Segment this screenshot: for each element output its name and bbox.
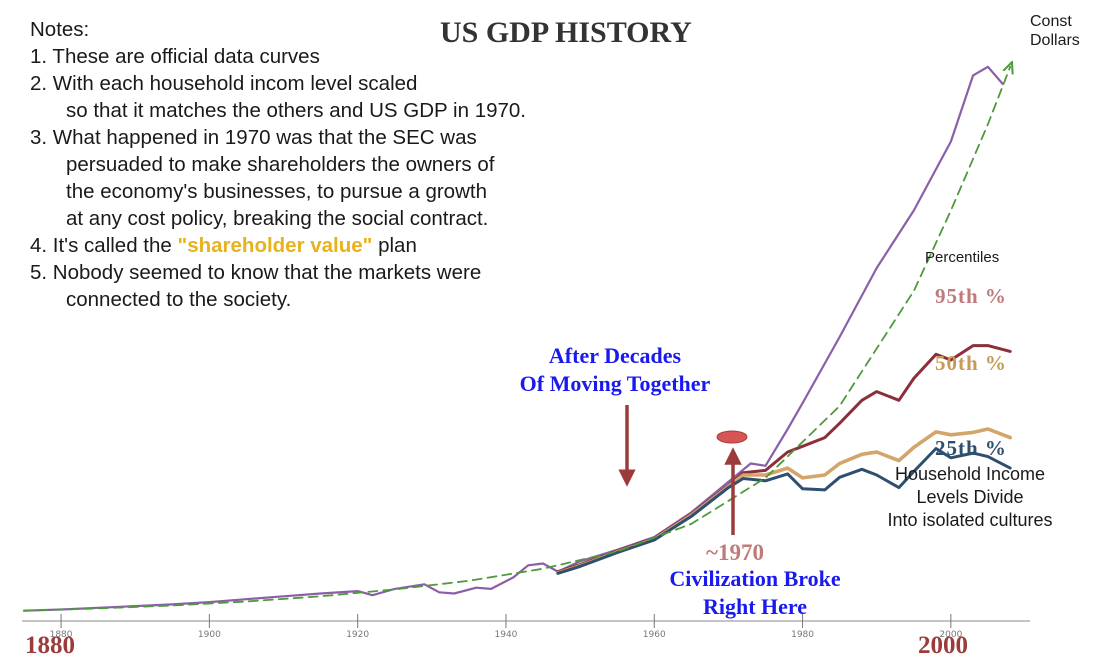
after-decades-line-1: After Decades [548, 343, 682, 368]
x-tick-label-1900: 1900 [198, 630, 221, 640]
after-decades-label: After Decades Of Moving Together [480, 342, 750, 398]
household-line-2: Levels Divide [916, 487, 1024, 507]
note-3c: the economy's businesses, to pursue a gr… [66, 180, 487, 203]
note-4-prefix: 4. It's called the [30, 234, 178, 257]
household-line-1: Household Income [894, 464, 1046, 484]
note-4: 4. It's called the "shareholder value" p… [30, 232, 526, 259]
note-1: 1. These are official data curves [30, 45, 320, 68]
x-tick-label-1880: 1880 [50, 630, 73, 640]
start-year-label: 1880 [25, 632, 75, 659]
series-line-gdp [22, 65, 1004, 612]
const-label-line-2: Dollars [1030, 32, 1080, 49]
note-3d: at any cost policy, breaking the social … [66, 207, 489, 230]
percentiles-label: Percentiles [925, 249, 1000, 266]
x-tick-label-1920: 1920 [346, 630, 369, 640]
const-label-line-1: Const [1030, 13, 1072, 30]
series-line-trend [23, 67, 1010, 612]
note-3b: persuaded to make shareholders the owner… [66, 153, 495, 176]
notes-block: Notes: 1. These are official data curves… [30, 16, 526, 313]
x-tick-label-1960: 1960 [643, 630, 666, 640]
x-tick-label-1980: 1980 [791, 630, 814, 640]
end-year-label: 2000 [918, 632, 968, 659]
const-dollars-label: Const Dollars [1030, 12, 1080, 50]
p25-label: 25th % [935, 436, 1007, 460]
chart-title: US GDP HISTORY [440, 16, 692, 49]
civilization-broke-line-2: Right Here [702, 594, 808, 619]
civilization-broke-line-1: Civilization Broke [669, 566, 841, 591]
year-1970-label: ~1970 [706, 540, 764, 565]
notes-heading: Notes: [30, 18, 90, 41]
note-2a: 2. With each household incom level scale… [30, 72, 418, 95]
civilization-broke-label: Civilization Broke Right Here [620, 565, 890, 621]
x-tick-label-2000: 2000 [939, 630, 962, 640]
note-2b: so that it matches the others and US GDP… [66, 99, 526, 122]
household-income-note: Household Income Levels Divide Into isol… [850, 463, 1090, 532]
note-4-suffix: plan [372, 234, 417, 257]
x-tick-label-1940: 1940 [495, 630, 518, 640]
household-line-3: Into isolated cultures [887, 510, 1053, 530]
break-point-marker [716, 430, 748, 444]
p50-label: 50th % [935, 351, 1007, 375]
note-5b: connected to the society. [66, 288, 292, 311]
note-5a: 5. Nobody seemed to know that the market… [30, 261, 482, 284]
note-3a: 3. What happened in 1970 was that the SE… [30, 126, 477, 149]
p95-label: 95th % [935, 284, 1007, 308]
after-decades-line-2: Of Moving Together [519, 371, 711, 396]
shareholder-value-highlight: "shareholder value" [177, 234, 373, 257]
